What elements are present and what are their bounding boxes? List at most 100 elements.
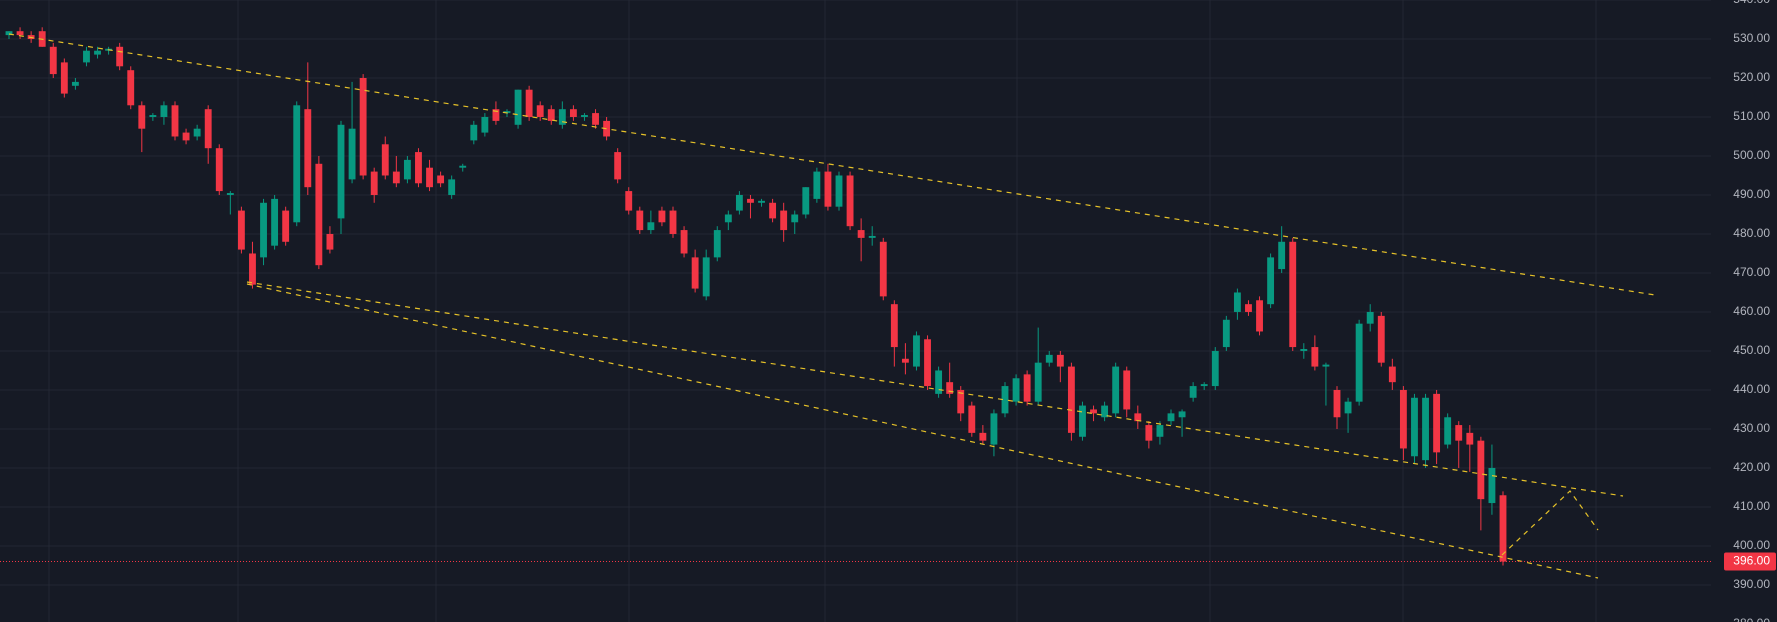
- candle-body: [182, 132, 190, 141]
- candle-body: [260, 202, 267, 258]
- candle-body: [603, 120, 611, 137]
- candle-body: [1045, 354, 1053, 363]
- candle-body: [348, 128, 356, 180]
- candle-body: [780, 210, 788, 231]
- candle-body: [724, 214, 732, 223]
- y-tick-label: 490.00: [1733, 187, 1770, 201]
- candle-body: [237, 210, 245, 250]
- candle-body: [149, 115, 157, 117]
- candle-body: [1101, 405, 1109, 418]
- candle-body: [946, 382, 954, 394]
- candle-body: [935, 370, 943, 394]
- candle-body: [1466, 432, 1474, 445]
- candle-body: [558, 109, 566, 125]
- trendline: [246, 281, 1624, 497]
- candle-body: [813, 171, 821, 199]
- candle-body: [293, 105, 301, 223]
- trendline: [246, 283, 1599, 579]
- candle-body: [691, 257, 699, 289]
- candle-body: [1090, 409, 1097, 414]
- candle-body: [835, 175, 843, 207]
- candle-body: [5, 31, 13, 36]
- candle-body: [1344, 401, 1352, 414]
- candle-body: [1222, 319, 1230, 348]
- candle-body: [990, 413, 998, 445]
- candle-body: [713, 230, 721, 258]
- y-tick-label: 530.00: [1733, 31, 1770, 45]
- y-tick-label: 390.00: [1733, 577, 1770, 591]
- candle-body: [138, 105, 146, 129]
- projection-path: [1501, 490, 1599, 556]
- y-tick-label: 380.00: [1733, 616, 1770, 622]
- candle-body: [503, 111, 511, 114]
- y-tick-label: 510.00: [1733, 109, 1770, 123]
- candle-body: [1311, 347, 1319, 367]
- y-tick-label: 470.00: [1733, 265, 1770, 279]
- candle-body: [1079, 405, 1086, 437]
- candle-body: [459, 165, 467, 168]
- candle-body: [1034, 362, 1042, 402]
- candle-body: [282, 210, 290, 242]
- candle-body: [1433, 393, 1441, 453]
- candle-body: [1411, 397, 1418, 457]
- candle-body: [249, 253, 256, 285]
- candle-body: [1112, 366, 1120, 414]
- candle-body: [846, 175, 854, 227]
- candle-body: [71, 81, 79, 86]
- candle-body: [547, 109, 555, 121]
- candle-body: [669, 210, 677, 234]
- candle-body: [1499, 495, 1507, 562]
- candle-body: [636, 210, 644, 231]
- last-price-box: [1724, 552, 1776, 571]
- candle-body: [1322, 364, 1330, 367]
- candle-body: [1056, 354, 1064, 367]
- candle-body: [337, 124, 345, 219]
- candle-body: [1012, 378, 1020, 402]
- candle-body: [879, 241, 887, 297]
- candle-body: [702, 257, 710, 297]
- candle-body: [1267, 257, 1275, 305]
- candle-body: [592, 113, 599, 125]
- candle-body: [94, 50, 101, 55]
- candle-body: [857, 230, 865, 238]
- candle-body: [1422, 397, 1429, 461]
- y-tick-label: 460.00: [1733, 304, 1770, 318]
- candle-body: [647, 222, 655, 231]
- candle-body: [1134, 413, 1142, 422]
- candle-body: [49, 46, 57, 75]
- candle-body: [525, 89, 533, 117]
- candle-body: [1455, 425, 1463, 441]
- candle-body: [769, 202, 777, 219]
- candle-body: [1477, 440, 1485, 500]
- candle-body: [868, 235, 876, 238]
- vertical-grid: [48, 0, 1597, 622]
- candle-body: [1366, 311, 1374, 324]
- candle-body: [581, 115, 588, 117]
- candle-body: [1200, 384, 1208, 387]
- candle-body: [1256, 300, 1263, 332]
- candle-body: [16, 31, 24, 36]
- candle-body: [680, 230, 688, 254]
- candle-body: [1189, 386, 1197, 398]
- candle-body: [957, 389, 965, 414]
- candle-body: [1001, 386, 1009, 414]
- candle-body: [415, 152, 422, 184]
- candle-body: [392, 171, 400, 184]
- candle-body: [381, 144, 389, 176]
- candle-body: [426, 167, 433, 188]
- candle-body: [1156, 425, 1164, 437]
- candle-body: [492, 109, 500, 121]
- candle-body: [890, 304, 898, 348]
- candle-body: [83, 50, 90, 63]
- candle-body: [116, 46, 124, 67]
- y-tick-label: 430.00: [1733, 421, 1770, 435]
- y-tick-label: 420.00: [1733, 460, 1770, 474]
- candles: [5, 27, 1507, 566]
- y-tick-label: 400.00: [1733, 538, 1770, 552]
- candle-body: [1233, 292, 1241, 312]
- candle-body: [171, 105, 179, 137]
- candle-body: [1178, 411, 1186, 418]
- candle-body: [536, 105, 544, 117]
